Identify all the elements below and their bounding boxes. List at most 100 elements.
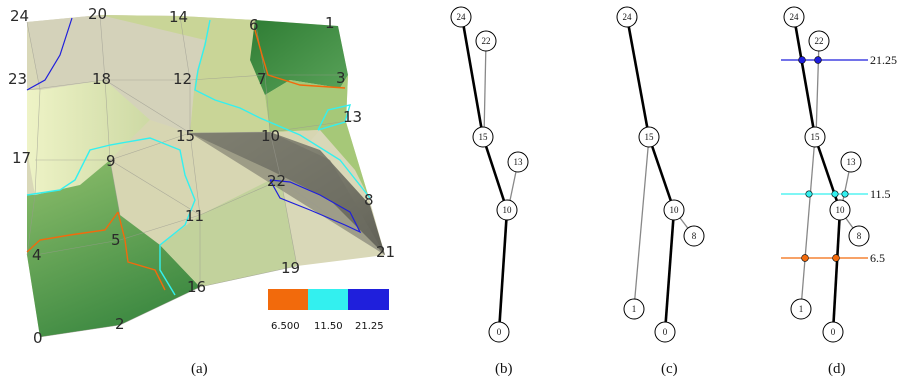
tree-d-node-0: 0 [822,321,844,343]
panel-b-tree: 24 22 15 13 10 0 [450,6,529,343]
surface-left-light [27,80,150,195]
vertex-label-18: 18 [92,70,111,88]
crossing-11-5-b [831,190,839,198]
tree-b-edge-24-15 [460,16,485,138]
vertex-label-16: 16 [187,278,206,296]
tree-c-edge-10-0 [663,209,676,333]
contour-blue [26,17,362,234]
crossing-6-5-a [801,254,809,262]
tree-c-node-0: 0 [654,321,676,343]
tree-b-edge-22-15 [483,40,487,138]
level-label-11-5: 11.5 [870,187,891,201]
caption-b: (b) [495,361,513,377]
tree-d-node-8: 8 [848,225,870,247]
legend-label-11-5: 11.50 [314,321,343,332]
tree-b-node-24: 24 [450,6,472,28]
svg-text:24: 24 [623,12,633,22]
svg-text:1: 1 [632,304,637,314]
vertex-label-13: 13 [343,108,362,126]
svg-text:8: 8 [857,231,862,241]
caption-d: (d) [828,361,846,377]
tree-b-node-13: 13 [507,151,529,173]
tree-b-edge-10-0 [497,209,509,333]
legend-label-6-5: 6.500 [271,321,300,332]
vertex-label-2: 2 [115,315,125,333]
svg-text:0: 0 [831,327,836,337]
tree-d-edge-15-10 [813,136,842,211]
vertex-label-1: 1 [325,14,335,32]
tree-c-edge-1-15 [633,136,650,309]
tree-c-node-8: 8 [683,225,705,247]
tree-d-node-13: 13 [840,151,862,173]
vertex-label-24: 24 [10,7,29,25]
vertex-label-19: 19 [281,259,300,277]
vertex-label-9: 9 [106,152,116,170]
vertex-label-15: 15 [176,127,195,145]
svg-text:24: 24 [790,12,800,22]
panel-a-surface: 24 20 14 6 1 23 18 12 7 3 13 17 9 15 10 … [8,5,395,347]
tree-c-node-24: 24 [616,6,638,28]
svg-text:22: 22 [482,36,491,46]
vertex-label-17: 17 [12,149,31,167]
svg-text:1: 1 [799,304,804,314]
color-legend: 6.500 11.50 21.25 [268,289,389,332]
tree-d-node-10: 10 [829,199,851,221]
svg-text:24: 24 [457,12,467,22]
vertex-label-11: 11 [185,207,204,225]
surface-dark-green [250,20,348,95]
tree-c-edge-24-15 [625,16,651,138]
vertex-label-14: 14 [169,8,188,26]
surface-right-strip [265,75,369,198]
surface-mesh [26,14,386,338]
caption-a: (a) [191,361,208,377]
tree-b-node-15: 15 [472,126,494,148]
svg-text:10: 10 [670,205,680,215]
panel-d-tree: 24 22 15 13 10 8 1 0 21.25 11.5 6.5 [781,6,897,343]
crossing-21-25-b [814,56,822,64]
tree-c-node-10: 10 [663,199,685,221]
tree-d-edge-1-15 [800,136,816,309]
vertex-label-10: 10 [261,127,280,145]
tree-d-edge-24-15 [792,16,817,138]
vertex-label-23: 23 [8,70,27,88]
crossing-11-5-a [805,190,813,198]
svg-text:0: 0 [497,327,502,337]
vertex-label-12: 12 [173,70,192,88]
contour-cyan [26,19,371,296]
tree-d-node-1: 1 [790,298,812,320]
legend-swatch-cyan [308,289,348,310]
svg-text:15: 15 [645,132,655,142]
vertex-label-8: 8 [364,191,374,209]
svg-text:22: 22 [815,36,824,46]
vertex-label-21: 21 [376,243,395,261]
tree-b-node-10: 10 [496,199,518,221]
crossing-21-25-a [798,56,806,64]
tree-c-node-1: 1 [623,298,645,320]
vertex-label-0: 0 [33,329,43,347]
vertex-label-20: 20 [88,5,107,23]
tree-d-node-15: 15 [804,126,826,148]
level-label-21-25: 21.25 [870,53,897,67]
legend-label-21-25: 21.25 [355,321,384,332]
svg-text:10: 10 [836,205,846,215]
tree-b-node-0: 0 [488,321,510,343]
contour-orange [26,29,346,291]
tree-b-node-22: 22 [475,30,497,52]
level-label-6-5: 6.5 [870,251,885,265]
tree-d-edge-10-0 [831,209,842,333]
tree-c-edge-15-10 [647,136,676,211]
vertex-labels: 24 20 14 6 1 23 18 12 7 3 13 17 9 15 10 … [8,5,395,347]
vertex-label-4: 4 [32,246,42,264]
surface-lower-green [27,160,200,337]
vertex-label-3: 3 [336,69,346,87]
svg-text:10: 10 [503,205,513,215]
tree-b-edge-15-10 [481,136,509,211]
svg-text:15: 15 [479,132,489,142]
caption-c: (c) [661,361,678,377]
tree-d-node-24: 24 [783,6,805,28]
vertex-label-22: 22 [267,172,286,190]
svg-text:0: 0 [663,327,668,337]
tree-c-node-15: 15 [638,126,660,148]
vertex-label-7: 7 [257,70,267,88]
